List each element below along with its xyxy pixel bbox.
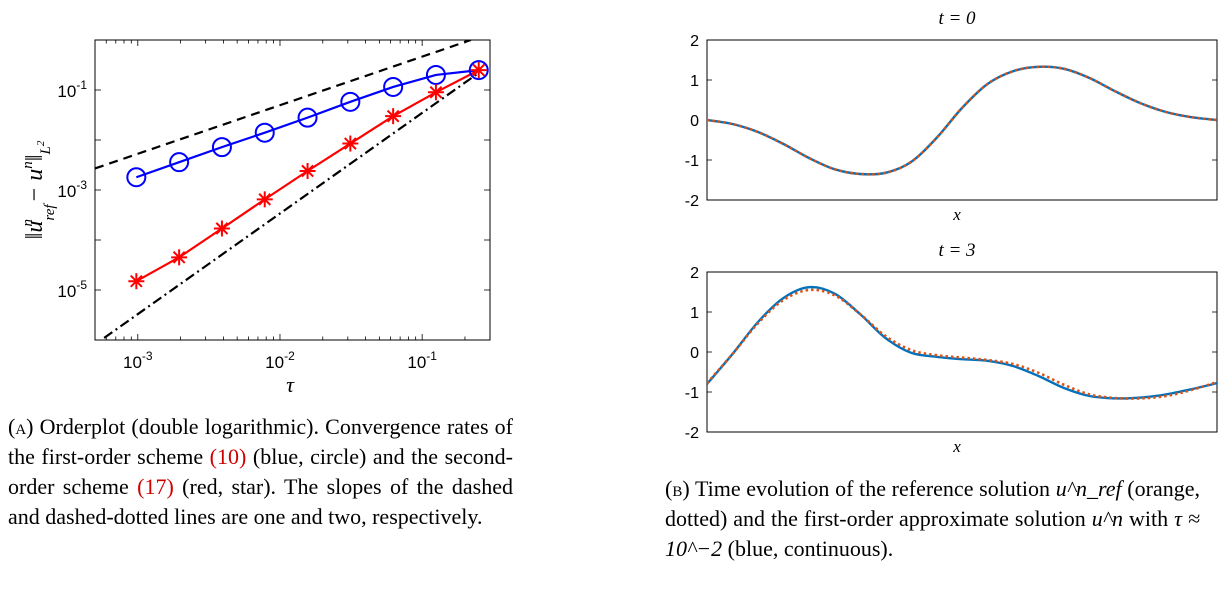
subplot-t3: t = 3 2 1 0 -1 -2 x xyxy=(685,240,1218,456)
subplot-t3-xlabel: x xyxy=(952,437,961,456)
svg-text:‖urefn − un‖L2: ‖urefn − un‖L2 xyxy=(20,140,58,239)
circle-marker xyxy=(254,122,275,143)
subplot-t0-xlabel: x xyxy=(952,205,961,224)
y-tick-label: 10-3 xyxy=(57,178,87,201)
equation-ref-17[interactable]: (17) xyxy=(137,474,174,499)
y-tick-label: 2 xyxy=(690,265,699,282)
caption-b-tag: (b) xyxy=(665,476,690,501)
y-tick-label: 0 xyxy=(690,345,699,362)
x-tick-label: 10-1 xyxy=(407,349,437,372)
circle-marker xyxy=(126,167,147,188)
star-marker xyxy=(256,191,273,208)
star-marker xyxy=(385,108,402,125)
caption-b: (b) Time evolution of the reference solu… xyxy=(665,476,1201,561)
y-tick-label: 2 xyxy=(690,33,699,50)
y-axis-label: ‖urefn − un‖L2 xyxy=(20,140,58,239)
circle-marker xyxy=(425,64,446,85)
y-tick-label: 0 xyxy=(690,113,699,130)
series-line-first-order xyxy=(135,69,479,179)
y-tick-label: 1 xyxy=(690,73,699,90)
star-marker xyxy=(299,162,316,179)
equation-ref-10[interactable]: (10) xyxy=(209,444,247,469)
x-tick-label: 10-3 xyxy=(123,349,153,372)
circle-marker xyxy=(169,152,190,173)
order-plot-axes-box xyxy=(94,39,491,341)
series-line-first-order xyxy=(707,65,1217,176)
x-tick-label: 10-2 xyxy=(265,349,295,372)
y-tick-label: 10-5 xyxy=(57,278,87,301)
subplot-t0: t = 0 2 1 0 -1 -2 x xyxy=(685,8,1218,224)
star-marker xyxy=(342,135,359,152)
circle-marker xyxy=(468,60,489,81)
caption-a: (a) Orderplot (double logarithmic). Conv… xyxy=(8,414,514,529)
order-plot: 10-3 10-2 10-1 10-5 10-3 10-1 τ ‖urefn − un‖L… xyxy=(20,39,491,397)
circle-marker xyxy=(211,137,232,158)
math-u-n: u^n xyxy=(1091,506,1124,531)
subplot-t0-axes-box xyxy=(706,39,1218,201)
series-line-slope-two xyxy=(103,71,480,339)
circle-marker xyxy=(340,91,361,112)
star-marker xyxy=(427,84,444,101)
caption-a-tag: (a) xyxy=(8,414,34,439)
time-evolution-plots: t = 0 2 1 0 -1 -2 x t = 3 2 1 0 -1 -2 x xyxy=(685,8,1218,456)
star-marker xyxy=(213,220,230,237)
math-tau: τ ≈ 10^−2 xyxy=(665,506,1201,561)
star-marker xyxy=(128,273,145,290)
series-line-reference xyxy=(707,65,1217,176)
series-line-slope-one xyxy=(95,40,472,170)
subplot-t0-title: t = 0 xyxy=(938,8,976,29)
y-tick-label: 1 xyxy=(690,305,699,322)
y-tick-label: 10-1 xyxy=(57,78,87,101)
math-u-ref: u^n_ref xyxy=(1055,476,1122,501)
series-line-first-order xyxy=(707,285,1217,400)
x-axis-label: τ xyxy=(286,372,295,397)
circle-marker xyxy=(383,76,404,97)
subplot-t3-title: t = 3 xyxy=(938,240,975,261)
y-tick-label: -1 xyxy=(685,385,699,402)
y-tick-label: -2 xyxy=(685,193,699,210)
star-marker xyxy=(470,62,487,79)
subplot-t3-axes-box xyxy=(706,271,1218,433)
y-tick-label: -1 xyxy=(685,153,699,170)
series-line-reference xyxy=(707,288,1217,400)
star-marker xyxy=(171,249,188,266)
y-tick-label: -2 xyxy=(685,425,699,442)
circle-marker xyxy=(297,107,318,128)
